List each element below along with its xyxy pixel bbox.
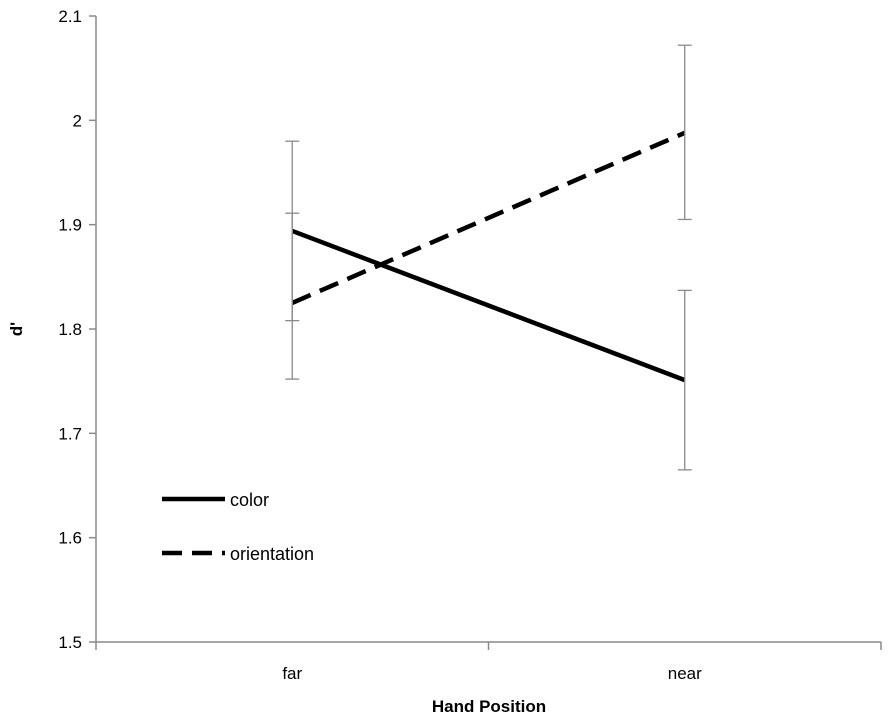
y-tick-label: 1.9 [58, 216, 82, 235]
axes: 1.5 1.6 1.7 1.8 1.9 2 2.1 far near [58, 7, 882, 683]
legend-label-color: color [230, 490, 269, 510]
errorbar-layer [285, 44, 692, 471]
y-tick-label: 2.1 [58, 7, 82, 26]
x-tick-label: near [668, 664, 702, 683]
x-axis-title: Hand Position [432, 697, 546, 716]
y-axis-title: d' [7, 322, 26, 336]
x-tick-label: far [282, 664, 302, 683]
x-ticks: far near [95, 642, 882, 683]
y-tick-label: 2 [73, 111, 82, 130]
y-tick-label: 1.6 [58, 529, 82, 548]
series-line-orientation [291, 130, 686, 305]
series-line-color [291, 228, 686, 383]
y-ticks: 1.5 1.6 1.7 1.8 1.9 2 2.1 [58, 7, 96, 652]
legend-label-orientation: orientation [230, 544, 314, 564]
y-tick-label: 1.5 [58, 633, 82, 652]
series-layer [291, 130, 686, 383]
y-tick-label: 1.8 [58, 320, 82, 339]
legend: color orientation [162, 490, 314, 564]
y-tick-label: 1.7 [58, 424, 82, 443]
